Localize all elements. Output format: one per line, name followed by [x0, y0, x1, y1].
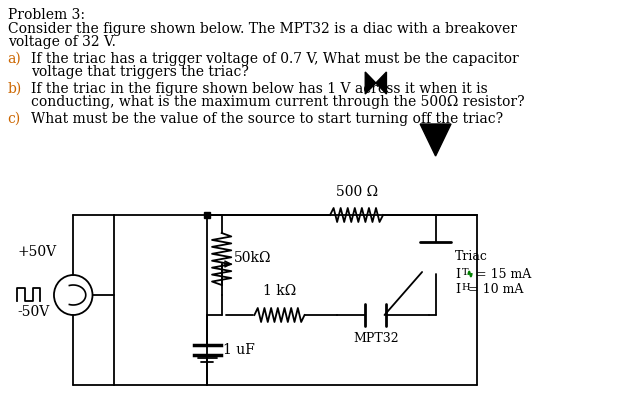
Polygon shape	[420, 124, 451, 156]
Text: 1 kΩ: 1 kΩ	[263, 284, 296, 298]
Text: c): c)	[8, 112, 21, 126]
Text: conducting, what is the maximum current through the 500Ω resistor?: conducting, what is the maximum current …	[31, 95, 525, 109]
Text: 500 Ω: 500 Ω	[335, 185, 378, 199]
Text: T: T	[461, 268, 468, 277]
Text: = 15 mA: = 15 mA	[476, 268, 531, 281]
Text: voltage of 32 V.: voltage of 32 V.	[8, 35, 116, 49]
Text: = 10 mA: = 10 mA	[468, 283, 524, 296]
Text: I: I	[455, 268, 460, 281]
Text: Problem 3:: Problem 3:	[8, 8, 85, 22]
Text: What must be the value of the source to start turning off the triac?: What must be the value of the source to …	[31, 112, 503, 126]
Text: a): a)	[8, 52, 22, 66]
Polygon shape	[376, 72, 387, 94]
Text: +50V: +50V	[17, 245, 56, 259]
Text: I: I	[455, 283, 460, 296]
Text: Consider the figure shown below. The MPT32 is a diac with a breakover: Consider the figure shown below. The MPT…	[8, 22, 517, 36]
Polygon shape	[366, 72, 376, 94]
Text: H: H	[461, 283, 470, 292]
Text: 1 uF: 1 uF	[222, 343, 254, 357]
Text: Triac: Triac	[455, 250, 488, 263]
Text: If the triac has a trigger voltage of 0.7 V, What must be the capacitor: If the triac has a trigger voltage of 0.…	[31, 52, 519, 66]
Text: MPT32: MPT32	[353, 332, 399, 345]
Text: -50V: -50V	[17, 305, 50, 319]
Text: voltage that triggers the triac?: voltage that triggers the triac?	[31, 65, 249, 79]
Text: b): b)	[8, 82, 22, 96]
Text: 50kΩ: 50kΩ	[234, 251, 272, 265]
Text: If the triac in the figure shown below has 1 V across it when it is: If the triac in the figure shown below h…	[31, 82, 488, 96]
